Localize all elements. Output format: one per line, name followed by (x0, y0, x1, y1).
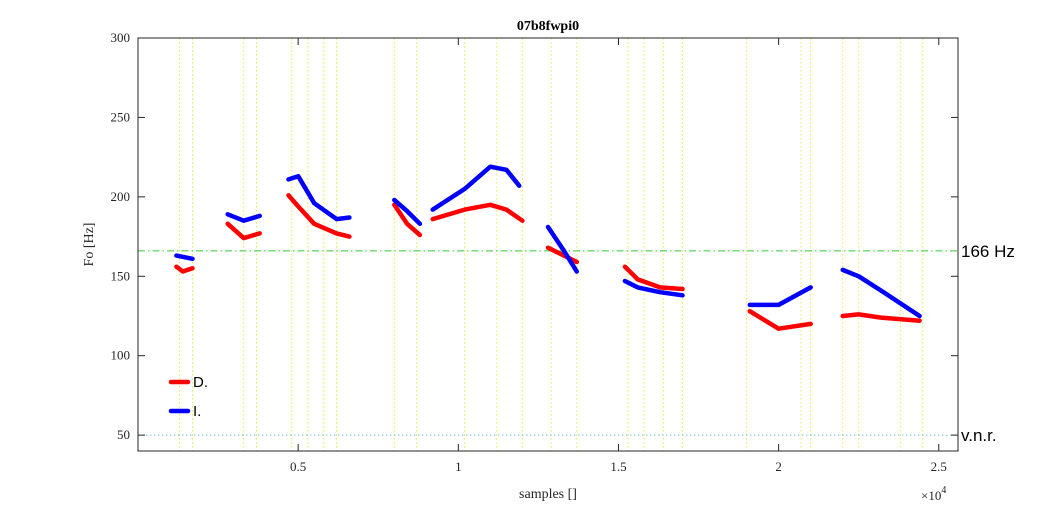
y-tick-label: 150 (111, 268, 131, 283)
y-axis-label: Fo [Hz] (82, 223, 97, 267)
series-line-segment (286, 173, 352, 222)
legend: D. I. (168, 374, 208, 420)
reference-lines: 166 Hz v.n.r. (138, 242, 1015, 445)
vertical-marker-grid (179, 38, 924, 451)
reference-line-label: 166 Hz (961, 242, 1015, 261)
series-line-segment (622, 278, 685, 298)
y-ticks: 50 100 150 200 250 300 (111, 30, 958, 442)
series-line-segment (392, 197, 423, 227)
series-line-segment (430, 202, 525, 223)
series-line-segment (392, 202, 423, 238)
chart-title: 07b8fwpi0 (517, 19, 579, 34)
series-line-segment (545, 224, 580, 274)
legend-label: I. (193, 403, 201, 420)
y-tick-label: 50 (117, 427, 130, 442)
series-line-segment (622, 264, 685, 292)
y-tick-label: 250 (111, 109, 131, 124)
series-line-segment (225, 221, 262, 241)
x-axis-exponent: ×104 (921, 485, 946, 503)
series-line-segment (174, 253, 195, 262)
series-line-segment (225, 212, 262, 223)
y-tick-label: 100 (111, 348, 131, 363)
series-line-segment (840, 312, 922, 323)
series-lines (174, 164, 922, 331)
x-tick-label: 2 (775, 459, 782, 474)
series-line-segment (747, 308, 813, 331)
y-tick-label: 200 (111, 189, 131, 204)
x-ticks: 0.5 1 1.5 2 2.5 (290, 38, 947, 474)
legend-label: D. (193, 374, 208, 391)
series-line-segment (174, 264, 195, 274)
y-tick-label: 300 (111, 30, 131, 45)
x-tick-label: 1.5 (610, 459, 626, 474)
series-line-segment (286, 193, 352, 239)
x-axis-exponent-base: ×10 (921, 488, 941, 503)
series-line-segment (747, 285, 813, 308)
x-tick-label: 2.5 (931, 459, 947, 474)
series-line-segment (430, 164, 522, 212)
plot-frame (137, 37, 959, 452)
x-axis-exponent-power: 4 (941, 485, 946, 496)
x-tick-label: 0.5 (290, 459, 306, 474)
reference-line-label: v.n.r. (961, 426, 997, 445)
series-line-segment (840, 267, 922, 319)
x-tick-label: 1 (455, 459, 462, 474)
x-axis-label: samples [] (519, 487, 577, 502)
series-line-segment (545, 245, 580, 265)
